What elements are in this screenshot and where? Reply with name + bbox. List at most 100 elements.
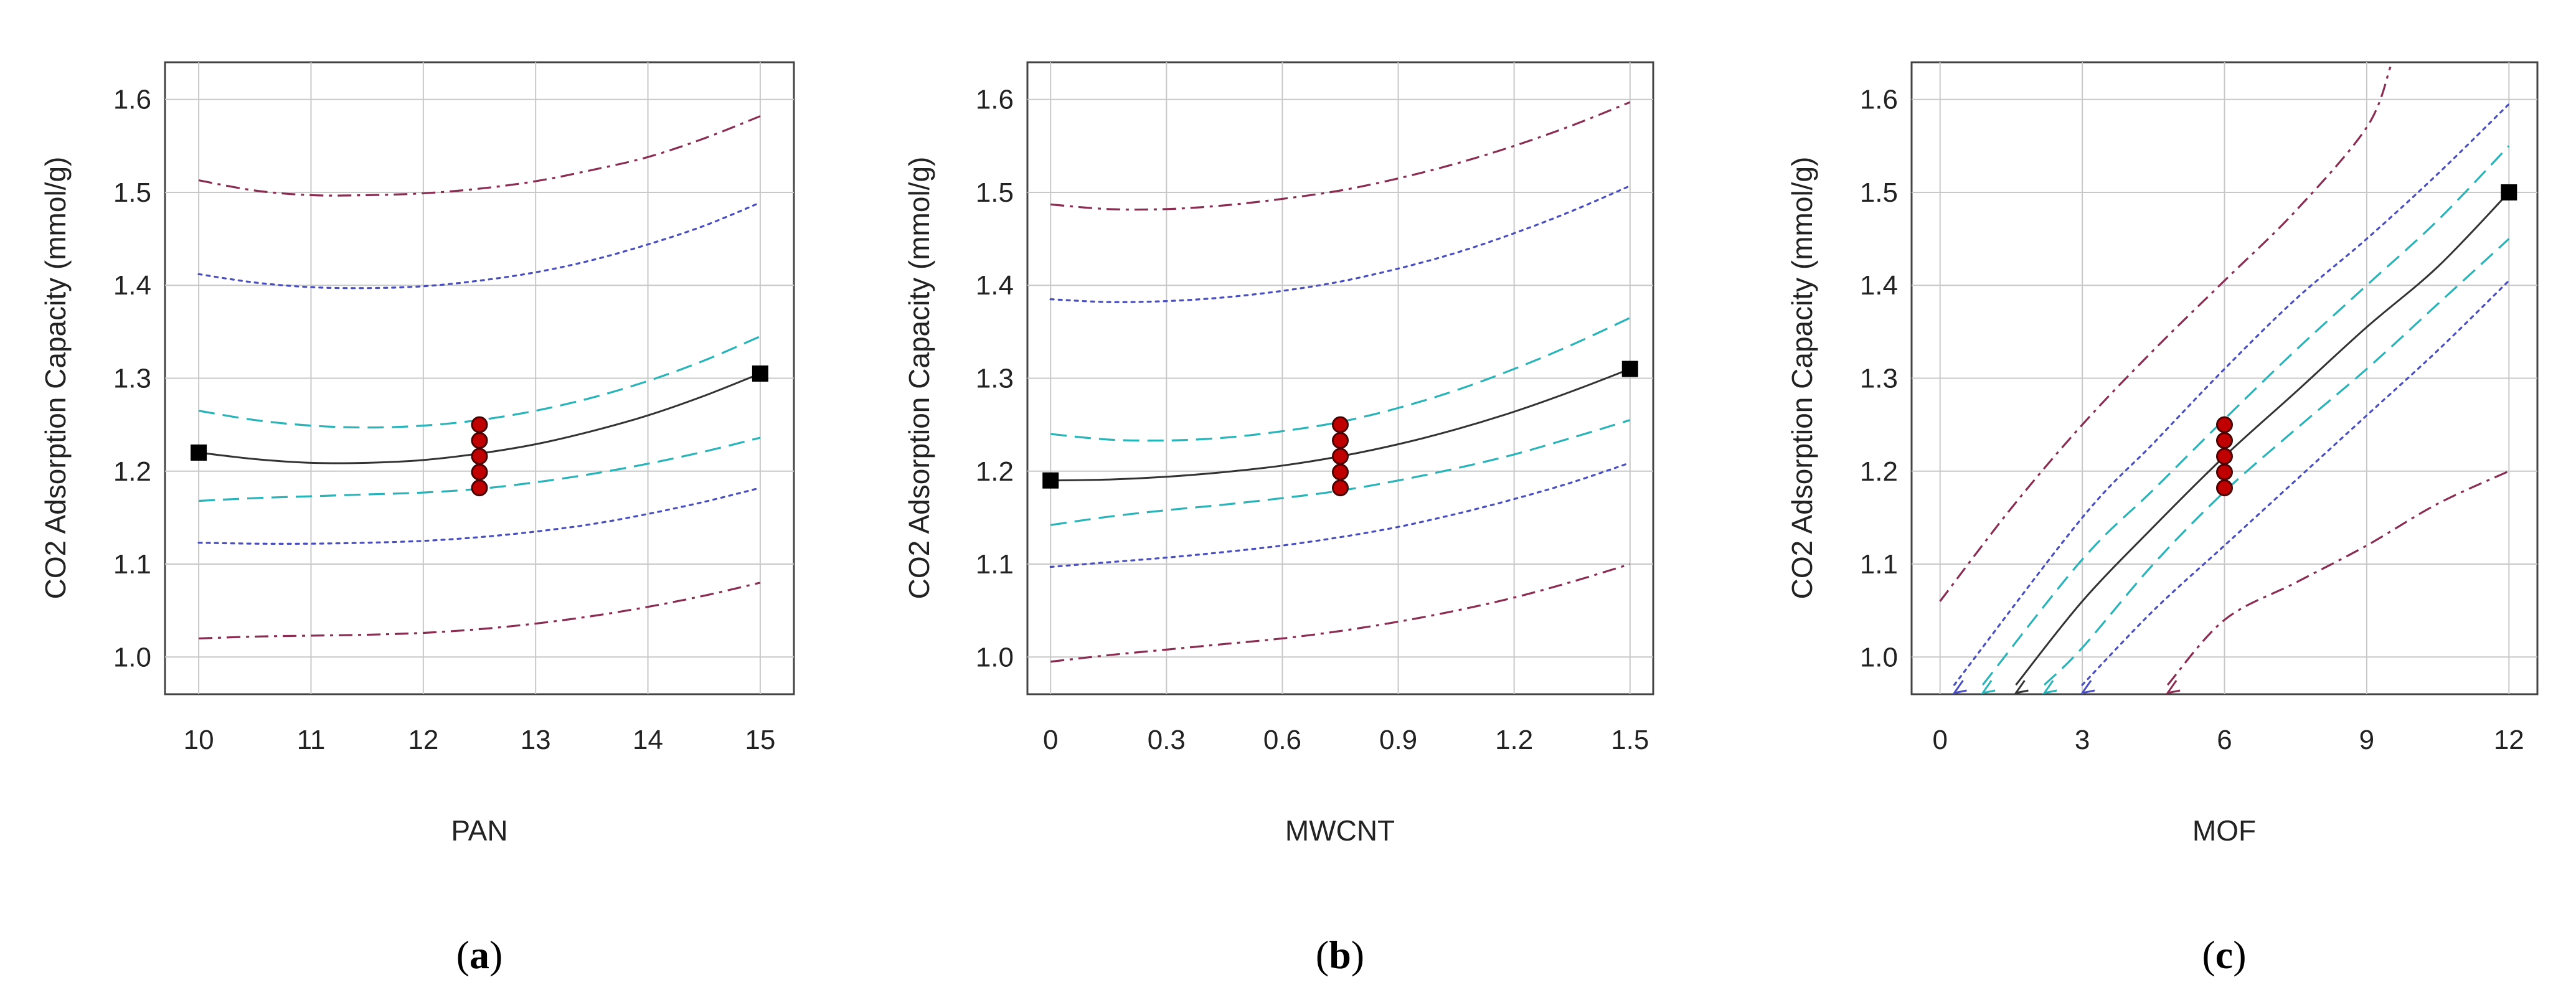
y-tick-label: 1.2 (976, 456, 1014, 487)
series-line-upper-pi (197, 201, 762, 290)
y-tick-label: 1.6 (113, 85, 151, 115)
series-line-upper-ti (1939, 66, 2392, 602)
y-tick-label: 1.6 (1860, 85, 1898, 115)
design-point (471, 432, 488, 450)
x-tick-label: 10 (184, 725, 214, 755)
floor-arrow (2042, 680, 2057, 695)
y-tick-label: 1.6 (976, 85, 1014, 115)
design-point (2216, 416, 2233, 433)
series-line-lower-ci (2044, 238, 2510, 686)
panel-label-a: (a) (456, 933, 503, 977)
x-tick-label: 15 (745, 725, 775, 755)
panel-letter-a: a (469, 933, 489, 977)
floor-arrow (1952, 680, 1967, 695)
y-tick-label: 1.2 (1860, 456, 1898, 487)
x-tick-label: 0 (1932, 725, 1947, 755)
x-axis-title-b: MWCNT (1285, 814, 1395, 847)
design-point (2216, 479, 2233, 497)
x-tick-label: 0.9 (1379, 725, 1417, 755)
panel-label-c: (c) (2202, 933, 2246, 977)
y-axis-title-b: CO2 Adsorption Capacity (mmol/g) (903, 157, 935, 600)
x-tick-label: 0.6 (1263, 725, 1301, 755)
design-point (1332, 448, 1349, 465)
design-point (1332, 432, 1349, 450)
design-point (2216, 463, 2233, 481)
y-tick-label: 1.3 (1860, 364, 1898, 394)
x-tick-label: 11 (297, 725, 326, 755)
panel-letter-c: c (2215, 933, 2233, 977)
series-line-lower-ti (2166, 470, 2509, 686)
x-tick-label: 14 (633, 725, 663, 755)
y-tick-label: 1.4 (976, 270, 1014, 301)
design-point (1332, 416, 1349, 433)
x-axis-title-a: PAN (451, 814, 507, 847)
series-line-upper-ti (198, 115, 761, 197)
y-tick-label: 1.0 (976, 642, 1014, 672)
floor-arrow (2080, 680, 2095, 695)
series-line-lower-pi (1049, 461, 1631, 568)
panel-b: 0 0.3 0.6 0.9 1.2 1.5 1.0 1.1 1.2 1.3 1.4 1.5 1.6 M… (903, 61, 1654, 977)
marks-b (1042, 360, 1638, 497)
x-tick-label: 0.3 (1148, 725, 1186, 755)
design-point (471, 463, 488, 481)
x-ticks-b: 0 0.3 0.6 0.9 1.2 1.5 (1043, 725, 1649, 755)
x-tick-label: 1.5 (1611, 725, 1649, 755)
end-marker (1042, 472, 1059, 489)
x-axis-title-c: MOF (2192, 814, 2256, 847)
floor-arrow (2014, 680, 2029, 695)
y-tick-label: 1.5 (976, 177, 1014, 208)
y-ticks-c: 1.0 1.1 1.2 1.3 1.4 1.5 1.6 (1860, 85, 1898, 673)
floor-arrow (1980, 680, 1996, 695)
panel-a: 10 11 12 13 14 15 1.0 1.1 1.2 1.3 1.4 1.5 1.6 PAN C… (39, 61, 795, 977)
y-tick-label: 1.0 (1860, 642, 1898, 672)
series-line-lower-ti (1050, 563, 1631, 663)
x-tick-label: 12 (408, 725, 438, 755)
y-tick-label: 1.5 (113, 177, 151, 208)
end-marker (191, 444, 207, 461)
end-marker (1621, 360, 1638, 377)
design-point (1332, 463, 1349, 481)
x-tick-label: 3 (2075, 725, 2090, 755)
grid-b (1027, 62, 1653, 694)
x-tick-label: 6 (2217, 725, 2232, 755)
y-tick-label: 1.0 (113, 642, 151, 672)
marks-a (191, 365, 768, 497)
y-tick-label: 1.4 (1860, 270, 1898, 301)
x-tick-label: 13 (521, 725, 551, 755)
design-point (1332, 479, 1349, 497)
series-line-upper-ci (1050, 317, 1631, 442)
series-line-lower-ti (199, 582, 761, 640)
floor-arrow (2165, 680, 2181, 695)
y-tick-label: 1.4 (113, 270, 151, 301)
y-axis-title-c: CO2 Adsorption Capacity (mmol/g) (1786, 157, 1818, 600)
design-point (2216, 448, 2233, 465)
curves-a (197, 115, 762, 640)
panel-label-b: (b) (1316, 933, 1364, 977)
y-ticks-a: 1.0 1.1 1.2 1.3 1.4 1.5 1.6 (113, 85, 151, 673)
y-tick-label: 1.1 (113, 549, 151, 580)
y-tick-label: 1.3 (113, 364, 151, 394)
series-line-lower-pi (2081, 280, 2510, 686)
y-tick-label: 1.3 (976, 364, 1014, 394)
x-tick-label: 0 (1043, 725, 1058, 755)
panel-letter-b: b (1329, 933, 1351, 977)
y-tick-label: 1.2 (113, 456, 151, 487)
y-tick-label: 1.1 (1860, 549, 1898, 580)
grid-c (1912, 62, 2537, 694)
end-marker (2501, 184, 2517, 200)
y-ticks-b: 1.0 1.1 1.2 1.3 1.4 1.5 1.6 (976, 85, 1014, 673)
x-ticks-c: 0 3 6 9 12 (1932, 725, 2524, 755)
x-tick-label: 12 (2494, 725, 2524, 755)
series-line-upper-ci (1981, 145, 2510, 686)
y-axis-title-a: CO2 Adsorption Capacity (mmol/g) (39, 157, 72, 600)
y-tick-label: 1.1 (976, 549, 1014, 580)
series-line-upper-pi (1049, 184, 1631, 303)
curves-b (1049, 101, 1631, 663)
x-tick-label: 1.2 (1495, 725, 1533, 755)
series-line-prediction (2015, 191, 2510, 686)
design-point (2216, 432, 2233, 450)
design-point (471, 448, 488, 465)
design-point (471, 479, 488, 497)
design-point (471, 416, 488, 433)
